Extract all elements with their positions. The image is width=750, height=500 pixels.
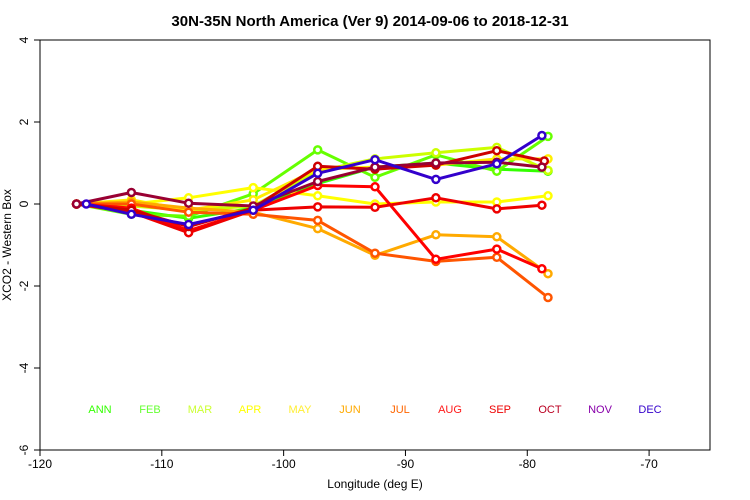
data-point [248, 182, 258, 193]
y-axis-title: XCO2 - Western Box [0, 189, 14, 301]
data-point [312, 176, 323, 187]
data-point [183, 219, 194, 230]
legend-entry-nov: NOV [588, 404, 613, 416]
data-point [312, 191, 323, 201]
data-point [431, 230, 441, 240]
data-point [312, 145, 323, 155]
data-point [126, 209, 137, 220]
data-point [543, 191, 553, 201]
legend-entry-jul: JUL [390, 404, 410, 416]
data-point [492, 159, 502, 169]
data-point [431, 193, 441, 203]
x-tick-label: -110 [150, 457, 173, 471]
x-tick-label: -80 [519, 457, 537, 471]
legend-entry-oct: OCT [538, 404, 562, 416]
data-point [492, 232, 502, 242]
x-axis-title: Longitude (deg E) [327, 477, 422, 491]
data-point [370, 202, 380, 213]
y-tick-label: -6 [17, 444, 31, 455]
y-tick-label: 2 [17, 118, 31, 125]
y-axis: -6 -4 -2 0 2 4 [17, 36, 40, 455]
data-point [370, 248, 380, 258]
data-point [312, 215, 323, 226]
data-point [312, 168, 323, 179]
data-point [431, 254, 441, 265]
data-point [370, 182, 380, 192]
series-dec [81, 130, 547, 230]
legend: ANN FEB MAR APR MAY JUN JUL AUG SEP OCT NOV DEC [88, 404, 661, 416]
x-tick-label: -120 [28, 457, 52, 471]
data-point [370, 162, 380, 172]
legend-entry-dec: DEC [638, 404, 661, 416]
legend-entry-sep: SEP [489, 404, 511, 416]
data-point [537, 200, 547, 210]
plot-frame [39, 39, 711, 451]
data-point [492, 166, 502, 176]
x-tick-label: -90 [397, 457, 415, 471]
data-point [543, 292, 553, 303]
data-point [370, 172, 380, 183]
legend-entry-aug: AUG [438, 404, 462, 416]
y-tick-label: 4 [17, 36, 31, 43]
legend-entry-mar: MAR [188, 404, 213, 416]
data-point [81, 199, 92, 209]
series-nov [71, 157, 547, 211]
x-tick-label: -70 [640, 457, 658, 471]
data-point [492, 145, 502, 156]
y-tick-label: -4 [17, 362, 31, 373]
series-jun [71, 197, 553, 279]
legend-entry-jun: JUN [339, 404, 360, 416]
data-point [248, 205, 258, 215]
data-point [183, 198, 194, 208]
legend-entry-apr: APR [239, 404, 262, 416]
legend-entry-ann: ANN [88, 404, 111, 416]
x-axis: -120 -110 -100 -90 -80 -70 [28, 450, 658, 471]
data-point [312, 223, 323, 234]
data-point [492, 252, 502, 263]
y-tick-label: 0 [17, 200, 31, 207]
data-point [183, 207, 194, 217]
data-point [492, 204, 502, 214]
data-point [537, 130, 547, 141]
x-tick-label: -100 [272, 457, 296, 471]
data-point [370, 154, 380, 165]
data-point [492, 244, 502, 254]
data-point [431, 158, 441, 168]
data-point [126, 187, 137, 198]
data-point [537, 264, 547, 274]
series-layer [71, 130, 553, 303]
legend-entry-feb: FEB [139, 404, 160, 416]
data-point [312, 202, 323, 212]
data-point [431, 148, 441, 158]
data-point [537, 162, 547, 172]
data-point [71, 199, 82, 209]
data-point [543, 268, 553, 279]
data-point [431, 174, 441, 185]
chart-title: 30N-35N North America (Ver 9) 2014-09-06… [171, 13, 568, 30]
y-tick-label: -2 [17, 280, 31, 291]
legend-entry-may: MAY [288, 404, 312, 416]
